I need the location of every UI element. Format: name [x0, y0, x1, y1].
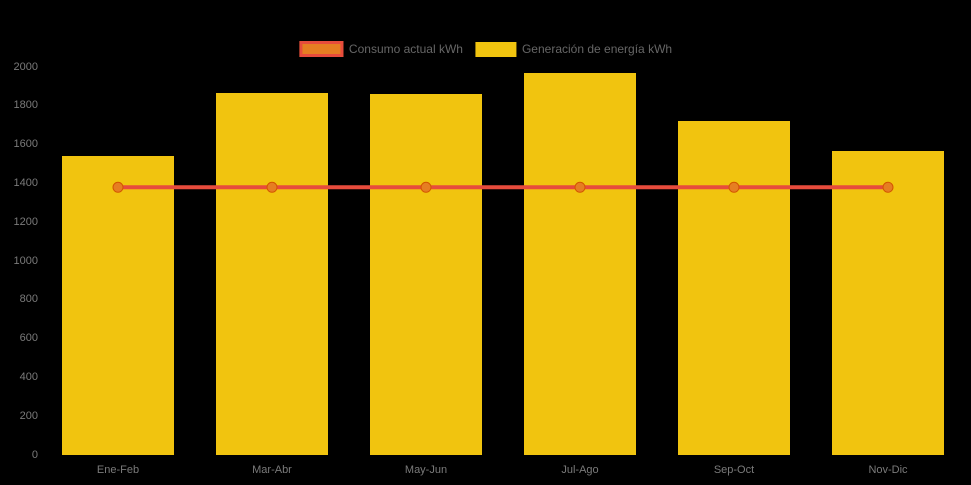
legend-item-consumo[interactable]: Consumo actual kWh	[298, 41, 463, 57]
legend-label-consumo: Consumo actual kWh	[348, 42, 463, 56]
y-tick-label: 2000	[13, 60, 38, 73]
legend-item-generacion[interactable]: Generación de energía kWh	[474, 41, 673, 57]
y-tick-label: 800	[19, 293, 38, 306]
y-tick-label: 1600	[13, 138, 38, 151]
x-tick-label: May-Jun	[404, 464, 448, 476]
y-tick-label: 1200	[13, 215, 38, 228]
y-tick-label: 0	[31, 448, 38, 461]
bar-generacion	[678, 121, 790, 455]
generacion-bar-swatch	[474, 41, 516, 57]
x-tick-label: Mar-Abr	[252, 464, 292, 476]
consumo-point	[112, 181, 124, 193]
y-tick-label: 1800	[13, 99, 38, 112]
consumo-line-swatch	[298, 41, 343, 57]
x-tick-label: Sep-Oct	[713, 464, 755, 476]
bar-generacion	[832, 151, 944, 455]
consumo-point	[266, 181, 278, 193]
bar-generacion	[524, 72, 636, 455]
y-tick-label: 1000	[13, 254, 38, 267]
x-tick-label: Ene-Feb	[96, 464, 140, 476]
consumo-point	[574, 181, 586, 193]
x-tick-label: Nov-Dic	[868, 464, 908, 476]
consumo-point	[420, 181, 432, 193]
bar-generacion	[62, 156, 174, 455]
consumo-point	[882, 181, 894, 193]
y-tick-label: 1400	[13, 176, 38, 189]
y-tick-label: 200	[19, 409, 38, 422]
legend-label-generacion: Generación de energía kWh	[521, 42, 673, 56]
consumo-point	[728, 181, 740, 193]
bar-generacion	[370, 94, 482, 455]
chart-legend: Consumo actual kWh Generación de energía…	[298, 41, 673, 57]
y-tick-label: 600	[19, 332, 38, 345]
bar-generacion	[216, 93, 328, 455]
x-tick-label: Jul-Ago	[561, 464, 599, 476]
y-tick-label: 400	[19, 370, 38, 383]
